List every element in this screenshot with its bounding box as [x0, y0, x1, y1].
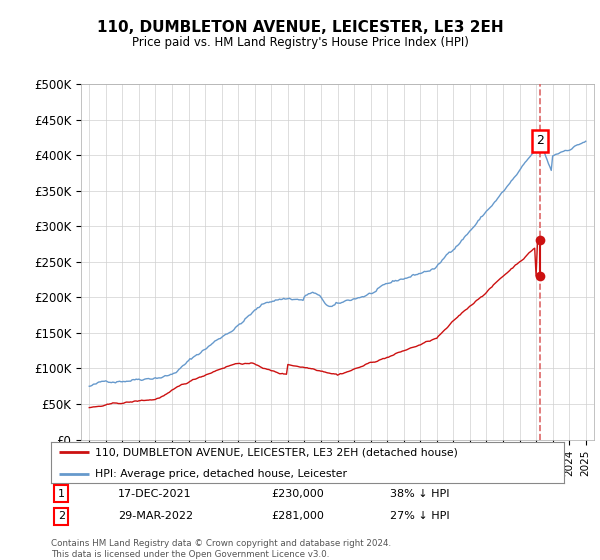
Text: 110, DUMBLETON AVENUE, LEICESTER, LE3 2EH (detached house): 110, DUMBLETON AVENUE, LEICESTER, LE3 2E…	[95, 447, 457, 458]
Text: Price paid vs. HM Land Registry's House Price Index (HPI): Price paid vs. HM Land Registry's House …	[131, 36, 469, 49]
Text: 17-DEC-2021: 17-DEC-2021	[118, 489, 191, 499]
Text: HPI: Average price, detached house, Leicester: HPI: Average price, detached house, Leic…	[95, 469, 347, 479]
Text: 110, DUMBLETON AVENUE, LEICESTER, LE3 2EH: 110, DUMBLETON AVENUE, LEICESTER, LE3 2E…	[97, 20, 503, 35]
Text: Contains HM Land Registry data © Crown copyright and database right 2024.
This d: Contains HM Land Registry data © Crown c…	[51, 539, 391, 559]
Text: 1: 1	[58, 489, 65, 499]
Text: £230,000: £230,000	[272, 489, 325, 499]
Text: 2: 2	[536, 134, 544, 147]
Text: 2: 2	[58, 511, 65, 521]
Text: £281,000: £281,000	[272, 511, 325, 521]
Text: 38% ↓ HPI: 38% ↓ HPI	[389, 489, 449, 499]
Text: 29-MAR-2022: 29-MAR-2022	[118, 511, 193, 521]
Text: 27% ↓ HPI: 27% ↓ HPI	[389, 511, 449, 521]
